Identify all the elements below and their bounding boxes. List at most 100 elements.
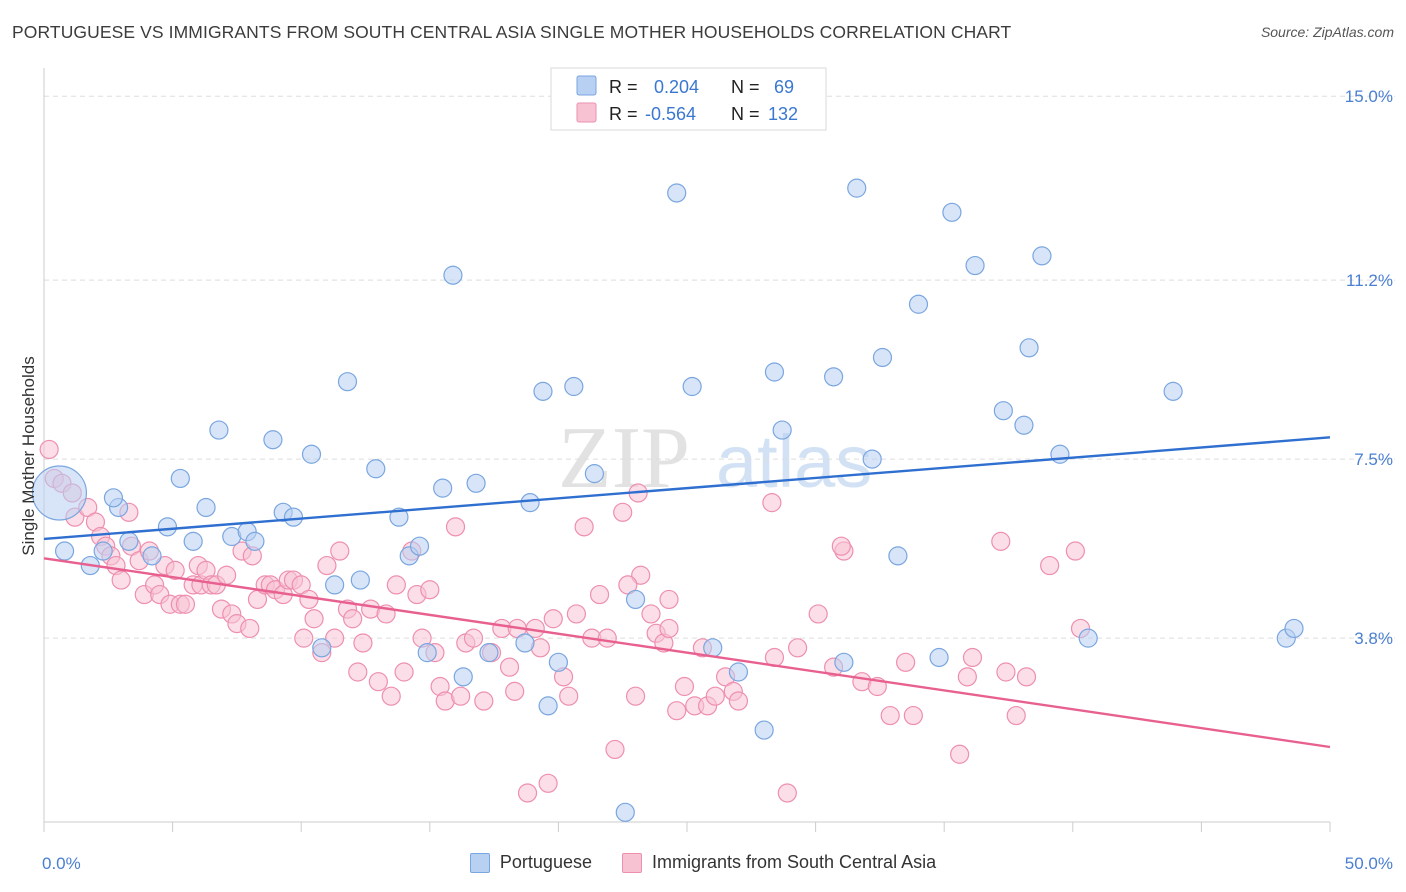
legend-r-label-2: R = (609, 104, 638, 124)
portuguese-point (245, 531, 265, 551)
immigrants-point (641, 604, 661, 624)
legend-item-immigrants: Immigrants from South Central Asia (621, 852, 937, 873)
portuguese-point (533, 381, 553, 401)
immigrants-trend-line (43, 557, 1331, 749)
portuguese-point (1019, 338, 1039, 358)
immigrants-point (808, 604, 828, 624)
immigrants-point (217, 565, 237, 585)
portuguese-point (625, 589, 646, 610)
y-tick-label: 7.5% (1354, 450, 1393, 469)
immigrants-point (39, 439, 59, 460)
immigrants-point (957, 667, 977, 687)
y-tick-label: 3.8% (1354, 629, 1393, 648)
legend-swatch-immigrants (621, 852, 642, 873)
portuguese-point (466, 473, 486, 493)
watermark-atlas: atlas (716, 420, 872, 503)
immigrants-point (659, 589, 679, 610)
portuguese-point (183, 531, 203, 551)
legend-n-label-1: N = (731, 77, 760, 97)
immigrants-point (880, 705, 900, 726)
portuguese-point (142, 546, 162, 566)
immigrants-point (499, 657, 520, 677)
immigrants-point (299, 589, 319, 610)
immigrants-point (1006, 705, 1026, 726)
trend-lines (43, 436, 1331, 749)
legend-r-label-1: R = (609, 77, 638, 97)
legend-top-blue-swatch (576, 75, 597, 96)
portuguese-point (965, 255, 985, 276)
immigrants-point (559, 686, 579, 706)
legend-n-value-2: 132 (768, 104, 798, 124)
portuguese-point (548, 652, 569, 672)
immigrants-point (175, 594, 196, 614)
portuguese-point (119, 531, 139, 551)
immigrants-point (674, 676, 695, 697)
portuguese-point (443, 265, 463, 285)
portuguese-point (908, 294, 929, 314)
immigrants-point (343, 609, 363, 629)
immigrants-point (991, 531, 1011, 551)
immigrants-point (386, 575, 406, 595)
immigrants-point (517, 783, 538, 803)
portuguese-point (409, 536, 430, 556)
immigrants-point (777, 783, 797, 803)
immigrants-point (165, 560, 185, 580)
immigrants-point (294, 628, 314, 648)
immigrants-point (659, 618, 679, 639)
portuguese-point (366, 459, 386, 479)
immigrants-point (574, 517, 594, 537)
portuguese-point (479, 643, 499, 663)
portuguese-point (703, 638, 723, 658)
immigrants-point (348, 662, 368, 682)
immigrants-point (613, 502, 633, 522)
portuguese-point (764, 362, 785, 382)
portuguese-point (1050, 444, 1070, 464)
immigrants-point (996, 662, 1016, 682)
legend-top: R = 0.204 N = 69 R = -0.564 N = 132 (550, 67, 827, 131)
portuguese-point (929, 647, 949, 668)
immigrants-point (896, 652, 916, 672)
immigrants-point (111, 570, 131, 590)
portuguese-trend-line (43, 436, 1331, 541)
immigrants-point (1065, 541, 1085, 561)
immigrants-point (505, 681, 525, 701)
portuguese-point (834, 652, 854, 672)
portuguese-point (584, 464, 605, 484)
chart-title: PORTUGUESE VS IMMIGRANTS FROM SOUTH CENT… (12, 22, 1012, 42)
portuguese-point (389, 507, 409, 527)
legend-label-immigrants: Immigrants from South Central Asia (651, 852, 937, 872)
legend-n-label-2: N = (731, 104, 760, 124)
immigrants-point (962, 647, 983, 668)
portuguese-point (754, 720, 774, 740)
portuguese-point (993, 401, 1013, 421)
portuguese-point (862, 449, 882, 469)
immigrants-point (451, 686, 471, 706)
immigrants-point (353, 633, 373, 653)
portuguese-point (170, 468, 190, 489)
immigrants-point (950, 744, 970, 764)
legend-r-value-1: 0.204 (654, 77, 699, 97)
immigrants-point (325, 628, 345, 648)
immigrants-point (566, 604, 587, 624)
portuguese-point (54, 541, 75, 561)
portuguese-point (417, 643, 437, 663)
immigrants-point (831, 536, 851, 556)
x-tick-label: 0.0% (42, 854, 81, 873)
portuguese-point (564, 376, 584, 397)
portuguese-point (433, 478, 453, 498)
y-tick-label: 15.0% (1345, 87, 1393, 106)
portuguese-point (538, 696, 558, 716)
immigrants-point (625, 686, 646, 706)
immigrants-point (474, 691, 494, 711)
legend-top-pink-swatch (576, 102, 597, 123)
portuguese-point (888, 546, 908, 566)
portuguese-point (615, 802, 635, 822)
legend-bottom: Portuguese Immigrants from South Central… (0, 852, 1406, 873)
immigrants-point (538, 773, 558, 793)
immigrants-point (705, 686, 725, 706)
portuguese-point (93, 541, 113, 561)
portuguese-point (667, 183, 687, 203)
portuguese-point (103, 488, 124, 508)
portuguese-point (453, 667, 473, 687)
legend-swatch-portuguese (469, 852, 490, 873)
